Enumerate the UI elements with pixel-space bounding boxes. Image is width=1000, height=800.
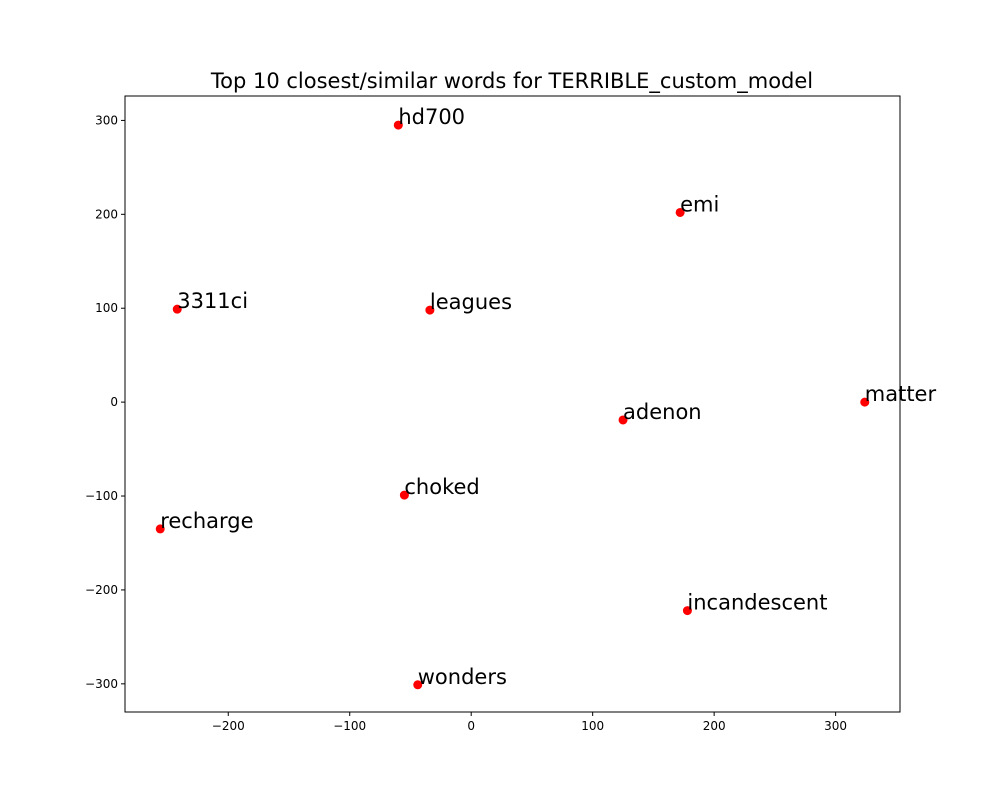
x-tick-label: 200 — [703, 719, 726, 733]
y-tick-label: −300 — [85, 677, 118, 691]
data-point — [675, 207, 685, 217]
y-tick-label: −100 — [85, 489, 118, 503]
point-label: incandescent — [687, 591, 827, 615]
y-axis: −300 −200 −100 0 100 200 300 — [85, 113, 125, 691]
x-tick-label: 0 — [467, 719, 475, 733]
chart-title: Top 10 closest/similar words for TERRIBL… — [210, 69, 813, 94]
data-point — [860, 397, 870, 407]
data-point — [618, 415, 628, 425]
point-label: adenon — [623, 400, 702, 424]
point-label: matter — [865, 382, 937, 406]
data-point — [155, 524, 165, 534]
point-label: emi — [680, 192, 719, 216]
point-label: 3311ci — [177, 289, 248, 313]
x-tick-label: −200 — [212, 719, 245, 733]
point-label: hd700 — [398, 105, 465, 129]
point-label: wonders — [418, 665, 507, 689]
x-tick-label: 300 — [824, 719, 847, 733]
y-tick-label: 300 — [95, 113, 118, 127]
data-points: hd700 emi 3311ci leagues matter adenon choked r… — [155, 105, 937, 690]
y-tick-label: 100 — [95, 301, 118, 315]
point-label: recharge — [160, 509, 253, 533]
x-axis: −200 −100 0 100 200 300 — [212, 712, 847, 733]
data-point — [393, 120, 403, 130]
data-point — [425, 305, 435, 315]
x-tick-label: 100 — [581, 719, 604, 733]
y-tick-label: 0 — [110, 395, 118, 409]
plot-frame — [124, 95, 901, 713]
x-tick-label: −100 — [333, 719, 366, 733]
data-point — [682, 606, 692, 616]
data-point — [413, 680, 423, 690]
data-point — [172, 304, 182, 314]
point-label: choked — [404, 475, 479, 499]
data-point — [399, 490, 409, 500]
point-label: leagues — [430, 290, 512, 314]
y-tick-label: −200 — [85, 583, 118, 597]
y-tick-label: 200 — [95, 207, 118, 221]
